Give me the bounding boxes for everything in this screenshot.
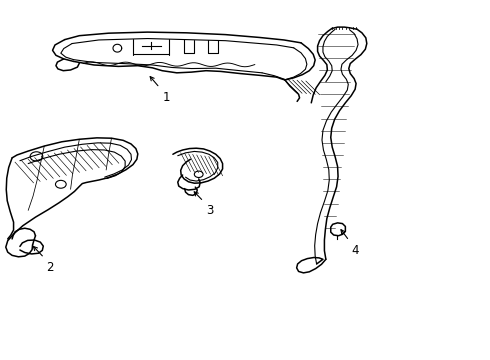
Text: 1: 1 bbox=[162, 91, 170, 104]
Text: 3: 3 bbox=[206, 204, 214, 217]
Text: 2: 2 bbox=[46, 261, 54, 274]
Text: 4: 4 bbox=[351, 244, 359, 257]
